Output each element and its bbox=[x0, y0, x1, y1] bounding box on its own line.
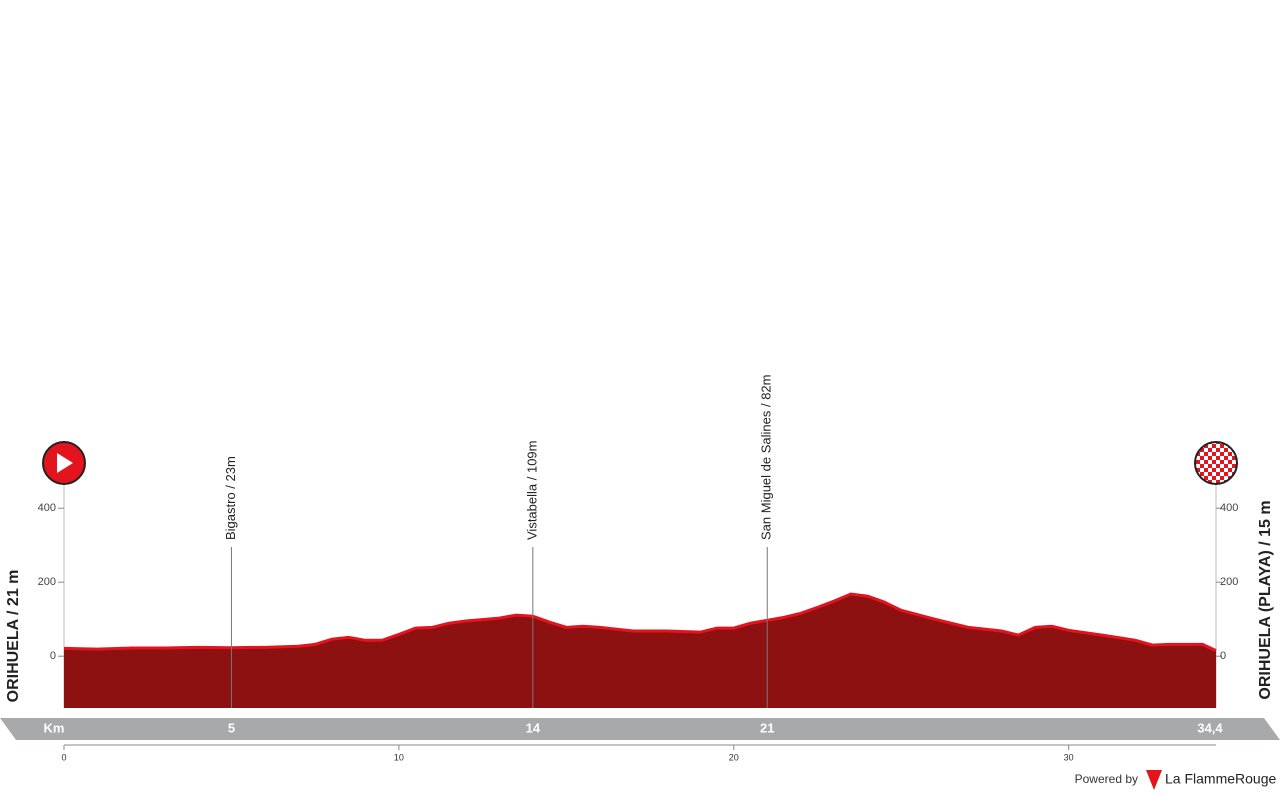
km-mark: 14 bbox=[526, 720, 541, 735]
brand: La FlammeRouge bbox=[1165, 771, 1276, 787]
powered-by: Powered by bbox=[1075, 772, 1138, 786]
annotation-label: Bigastro / 23m bbox=[223, 456, 238, 540]
y2-tick-label: 400 bbox=[1220, 502, 1238, 514]
annotation-label: San Miguel de Salines / 82m bbox=[759, 375, 774, 540]
finish-label: ORIHUELA (PLAYA) / 15 m bbox=[1257, 500, 1274, 699]
x-tick-label: 20 bbox=[729, 752, 739, 762]
x-tick-label: 10 bbox=[394, 752, 404, 762]
profile-line bbox=[63, 592, 1217, 653]
finish-icon bbox=[1194, 441, 1238, 485]
x-tick-label: 0 bbox=[61, 752, 66, 762]
start-icon bbox=[42, 441, 86, 485]
brand-logo bbox=[1146, 770, 1162, 790]
x-tick-label: 30 bbox=[1064, 752, 1074, 762]
start-label: ORIHUELA / 21 m bbox=[5, 570, 22, 703]
y-tick-label: 0 bbox=[50, 650, 56, 662]
km-mark: 21 bbox=[760, 720, 774, 735]
km-mark: 5 bbox=[228, 720, 235, 735]
y-tick-label: 200 bbox=[38, 576, 56, 588]
km-mark: 34,4 bbox=[1197, 720, 1223, 735]
profile-area bbox=[64, 594, 1216, 708]
y-tick-label: 400 bbox=[38, 502, 56, 514]
km-band bbox=[0, 718, 1280, 740]
annotation-label: Vistabella / 109m bbox=[524, 441, 539, 541]
y2-tick-label: 200 bbox=[1220, 576, 1238, 588]
km-label: Km bbox=[44, 720, 65, 735]
y2-tick-label: 0 bbox=[1220, 650, 1226, 662]
